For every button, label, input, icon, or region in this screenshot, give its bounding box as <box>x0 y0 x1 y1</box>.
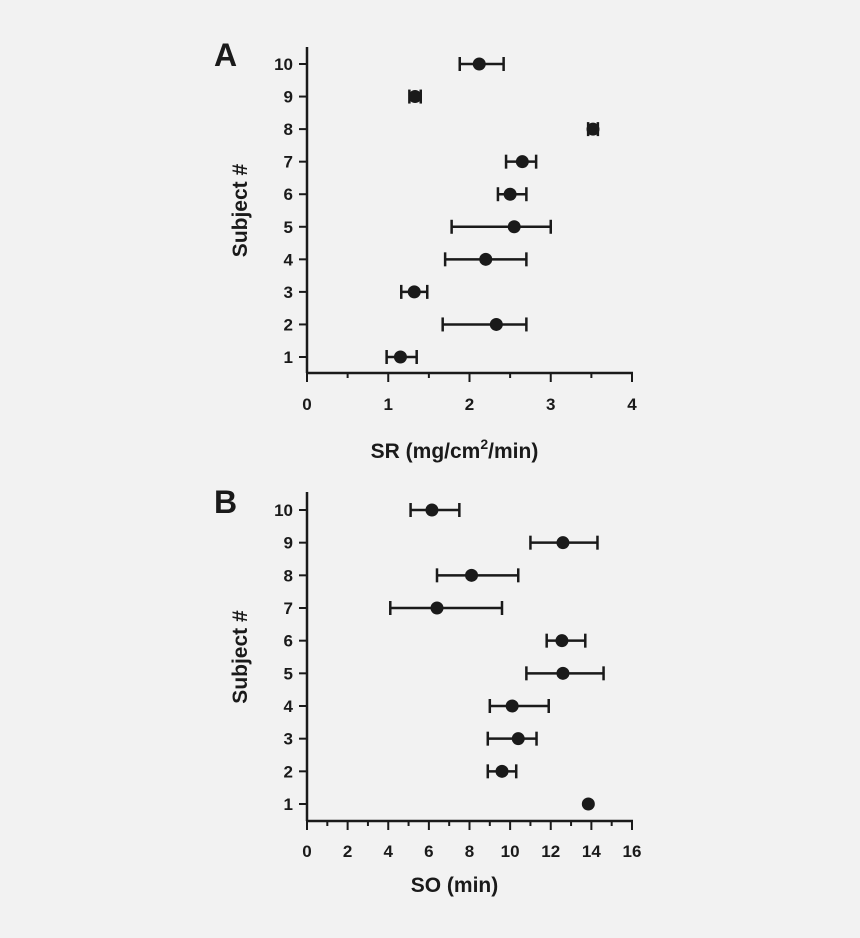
y-tick-label: 7 <box>284 153 293 172</box>
x-tick-label: 10 <box>501 842 520 861</box>
data-point-subject-8 <box>465 568 479 582</box>
y-tick-label: 4 <box>284 697 294 716</box>
y-tick-label: 2 <box>284 315 293 334</box>
data-point-subject-4 <box>505 699 519 713</box>
data-point-subject-9 <box>556 536 570 550</box>
y-tick-label: 2 <box>284 762 293 781</box>
data-point-subject-5 <box>507 220 521 234</box>
x-tick-label: 8 <box>465 842 474 861</box>
y-tick-label: 8 <box>284 120 293 139</box>
x-tick-label: 1 <box>384 395 393 414</box>
x-tick-label: 14 <box>582 842 601 861</box>
data-point-subject-10 <box>472 57 486 71</box>
data-point-subject-6 <box>503 187 517 201</box>
x-tick-label: 2 <box>343 842 352 861</box>
x-tick-label: 4 <box>384 842 394 861</box>
y-tick-label: 9 <box>284 88 293 107</box>
x-tick-label: 16 <box>623 842 642 861</box>
y-tick-label: 1 <box>284 348 293 367</box>
data-point-subject-2 <box>489 317 503 331</box>
y-tick-label: 6 <box>284 185 293 204</box>
y-tick-label: 8 <box>284 566 293 585</box>
data-point-subject-7 <box>515 155 529 169</box>
data-point-subject-1 <box>393 350 407 364</box>
x-axis-title: SR (mg/cm2/min) <box>371 436 539 463</box>
x-axis-title-main: SO (min) <box>411 874 499 897</box>
y-tick-label: 1 <box>284 795 293 814</box>
data-point-subject-3 <box>407 285 421 299</box>
panel-label: B <box>214 484 237 520</box>
x-tick-label: 12 <box>541 842 560 861</box>
data-point-subject-9 <box>408 90 422 104</box>
data-point-subject-1 <box>581 797 595 811</box>
data-point-subject-6 <box>555 634 569 648</box>
x-axis-title: SO (min) <box>411 874 499 897</box>
y-axis-title: Subject # <box>229 610 252 704</box>
y-tick-label: 5 <box>284 664 293 683</box>
y-tick-label: 10 <box>274 55 293 74</box>
data-point-subject-8 <box>586 122 600 136</box>
panel-label: A <box>214 37 237 73</box>
y-axis-title: Subject # <box>229 164 252 258</box>
x-axis-title-main: SR (mg/cm <box>371 440 481 463</box>
y-tick-label: 9 <box>284 534 293 553</box>
x-axis-title-tail: /min) <box>488 440 538 463</box>
data-point-subject-2 <box>495 764 509 778</box>
data-point-subject-5 <box>556 666 570 680</box>
y-tick-label: 4 <box>284 250 294 269</box>
data-point-subject-7 <box>430 601 444 615</box>
x-tick-label: 0 <box>302 842 311 861</box>
y-tick-label: 6 <box>284 632 293 651</box>
x-tick-label: 0 <box>302 395 311 414</box>
data-point-subject-3 <box>511 732 525 746</box>
y-tick-label: 5 <box>284 218 293 237</box>
data-point-subject-10 <box>425 503 439 517</box>
y-tick-label: 3 <box>284 283 293 302</box>
x-tick-label: 2 <box>465 395 474 414</box>
y-tick-label: 10 <box>274 501 293 520</box>
y-tick-label: 3 <box>284 730 293 749</box>
x-tick-label: 6 <box>424 842 433 861</box>
data-point-subject-4 <box>479 252 493 266</box>
y-tick-label: 7 <box>284 599 293 618</box>
x-tick-label: 3 <box>546 395 555 414</box>
x-axis-title-superscript: 2 <box>480 436 488 452</box>
x-tick-label: 4 <box>627 395 637 414</box>
